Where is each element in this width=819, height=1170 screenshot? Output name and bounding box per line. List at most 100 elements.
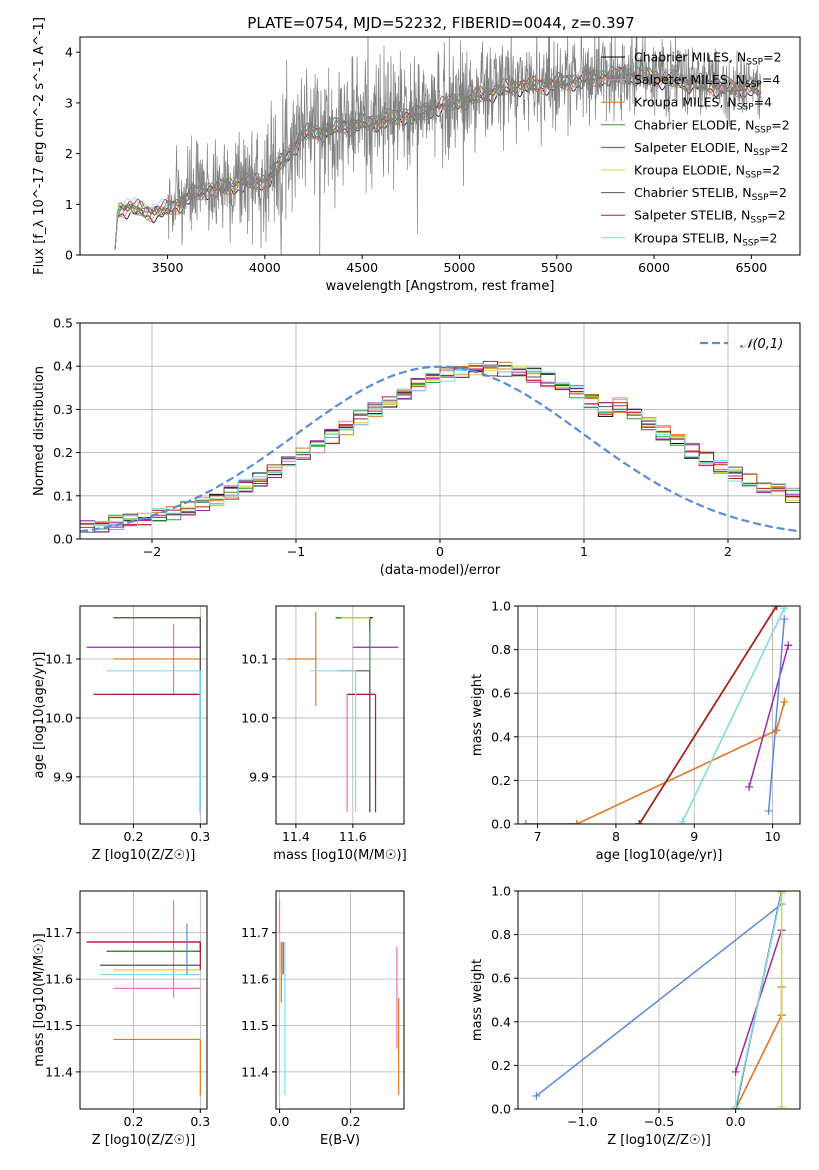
x-tick-label: 5000 xyxy=(444,260,476,275)
plot-area-weight-vs-age xyxy=(521,606,793,824)
y-axis-label: Flux [f_λ 10^-17 erg cm^-2 s^-1 A^-1] xyxy=(32,17,47,275)
y-tick-label: 1.0 xyxy=(491,599,511,614)
y-tick-label: 0.8 xyxy=(491,927,511,942)
x-tick-label: 0 xyxy=(436,544,444,559)
y-axis-label: mass [log10(M/M☉)] xyxy=(32,933,47,1066)
y-tick-label: 4 xyxy=(65,45,73,60)
x-axis-label: E(B-V) xyxy=(320,1133,360,1148)
plot-area-mass-vs-ebv xyxy=(278,900,400,1096)
x-axis-label: Z [log10(Z/Z☉)] xyxy=(92,1133,196,1148)
panel-age-vs-Z: 0.2 0.3 9.9 10.0 10.1 Z [log10(Z/Z☉)] age [log… xyxy=(32,605,210,863)
y-tick-label: 11.6 xyxy=(241,972,269,987)
plot-area-age-vs-Z xyxy=(86,617,201,813)
y-tick-label: 0 xyxy=(65,248,73,263)
y-tick-label: 10.0 xyxy=(45,710,73,725)
weight-point-marker xyxy=(745,782,754,791)
y-tick-label: 3 xyxy=(65,95,73,110)
y-axis-label: age [log10(age/yr)] xyxy=(32,652,47,779)
weight-point-marker xyxy=(678,817,687,824)
y-tick-label: 0.5 xyxy=(53,316,73,331)
x-axis-label: Z [log10(Z/Z☉)] xyxy=(607,1133,711,1148)
x-tick-label: 4500 xyxy=(346,260,378,275)
y-tick-label: 0.6 xyxy=(491,686,511,701)
x-tick-label: 7 xyxy=(534,829,542,844)
x-tick-label: 11.4 xyxy=(282,829,310,844)
panel-mass-vs-Z: 0.2 0.3 11.4 11.5 11.6 11.7 Z [log10(Z/Z☉)] mas… xyxy=(32,890,210,1148)
y-tick-label: 11.6 xyxy=(45,972,73,987)
plot-area-residuals xyxy=(80,360,800,533)
weight-point-marker xyxy=(780,697,789,706)
x-tick-label: −1 xyxy=(287,544,305,559)
x-tick-label: 4000 xyxy=(249,260,281,275)
weight-series-line xyxy=(525,701,786,824)
weight-series-line xyxy=(734,986,783,1109)
y-tick-label: 9.9 xyxy=(53,769,73,784)
weight-point-marker xyxy=(731,1067,740,1076)
legend-label: Chabrier MILES, NSSP=2 xyxy=(634,50,782,68)
data-spectrum-line xyxy=(114,37,762,255)
weight-point-marker xyxy=(780,615,789,624)
weight-series-line xyxy=(767,619,786,811)
weight-series-line xyxy=(748,645,790,788)
y-tick-label: 0.0 xyxy=(53,532,73,547)
panel-mass-vs-ebv: 0.0 0.2 11.4 11.5 11.6 11.7 E(B-V) xyxy=(241,890,405,1148)
x-tick-label: 8 xyxy=(612,829,620,844)
legend-label: Salpeter STELIB, NSSP=2 xyxy=(634,208,786,226)
weight-series-line xyxy=(681,607,785,823)
x-tick-label: 1 xyxy=(580,544,588,559)
x-tick-label: 9 xyxy=(690,829,698,844)
y-tick-label: 1.0 xyxy=(491,884,511,899)
x-tick-label: 3500 xyxy=(152,260,184,275)
x-axis-label: Z [log10(Z/Z☉)] xyxy=(92,848,196,863)
weight-point-marker xyxy=(635,820,644,824)
plot-area-weight-vs-Z xyxy=(532,891,786,1109)
weight-point-marker xyxy=(777,1102,786,1109)
x-tick-label: 6000 xyxy=(638,260,670,275)
weight-series-line xyxy=(535,903,783,1097)
axes-frame xyxy=(517,605,801,825)
y-tick-label: 11.4 xyxy=(241,1064,269,1079)
weight-point-marker xyxy=(772,726,781,735)
y-tick-label: 0.4 xyxy=(491,1014,511,1029)
y-tick-label: 10.1 xyxy=(241,652,269,667)
x-axis-label: mass [log10(M/M☉)] xyxy=(273,848,406,863)
y-tick-label: 11.4 xyxy=(45,1064,73,1079)
x-tick-label: 0.0 xyxy=(726,1114,746,1129)
y-axis-label: mass weight xyxy=(470,959,485,1041)
y-tick-label: 11.5 xyxy=(45,1018,73,1033)
x-tick-label: 2 xyxy=(724,544,732,559)
legend-label: Salpeter ELODIE, NSSP=2 xyxy=(634,140,788,158)
x-tick-label: −1.0 xyxy=(567,1114,597,1129)
histogram-step xyxy=(80,362,800,527)
normal-reference-curve xyxy=(80,365,800,533)
x-tick-label: −0.5 xyxy=(644,1114,674,1129)
x-tick-label: 6500 xyxy=(735,260,767,275)
weight-point-marker xyxy=(532,1091,541,1100)
legend-label: Salpeter MILES, NSSP=4 xyxy=(634,72,780,90)
y-tick-label: 11.7 xyxy=(241,925,269,940)
x-tick-label: 0.3 xyxy=(190,829,210,844)
y-tick-label: 10.0 xyxy=(241,710,269,725)
x-axis-label: wavelength [Angstrom, rest frame] xyxy=(326,279,555,294)
x-tick-label: 10 xyxy=(765,829,781,844)
x-tick-label: 0.3 xyxy=(190,1114,210,1129)
y-tick-label: 0.4 xyxy=(53,359,73,374)
x-axis-label: (data-model)/error xyxy=(380,563,501,578)
weight-point-marker xyxy=(521,820,530,824)
legend-label: 𝒩(0,1) xyxy=(740,337,783,352)
weight-series-line xyxy=(525,701,786,824)
y-tick-label: 0.0 xyxy=(491,1102,511,1117)
x-tick-label: 5500 xyxy=(541,260,573,275)
weight-point-marker xyxy=(772,606,781,610)
y-axis-label: mass weight xyxy=(470,674,485,756)
legend-residuals: 𝒩(0,1) xyxy=(700,337,783,352)
axes-frame xyxy=(275,605,405,825)
legend-label: Kroupa ELODIE, NSSP=2 xyxy=(634,163,780,181)
y-tick-label: 0.8 xyxy=(491,642,511,657)
y-tick-label: 9.9 xyxy=(249,769,269,784)
legend-label: Chabrier ELODIE, NSSP=2 xyxy=(634,117,790,135)
plot-area-mass-vs-Z xyxy=(86,900,201,1096)
y-tick-label: 0.0 xyxy=(491,817,511,832)
panel-weight-vs-age: 7 8 9 10 0.0 0.2 0.4 0.6 0.8 1.0 age [log10(age/yr… xyxy=(470,599,801,863)
